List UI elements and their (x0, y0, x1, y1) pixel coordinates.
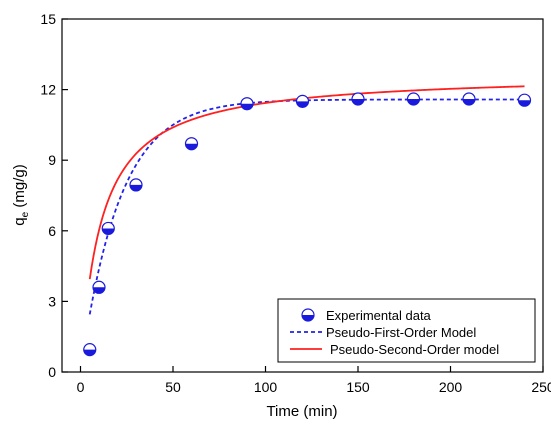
legend: Experimental data Pseudo-First-Order Mod… (277, 298, 536, 363)
y-tick-label: 15 (40, 11, 56, 27)
data-point (83, 343, 97, 357)
legend-label-pfo: Pseudo-First-Order Model (326, 325, 476, 340)
plot-frame (61, 18, 544, 373)
legend-label-pso: Pseudo-Second-Order model (330, 342, 499, 357)
y-axis-title-subscript: e (20, 211, 31, 217)
y-tick-label: 12 (40, 82, 56, 98)
legend-label-experimental: Experimental data (326, 308, 432, 323)
x-axis-title: Time (min) (266, 403, 337, 420)
y-axis-title-unit: (mg/g) (11, 164, 28, 212)
legend-marker-experimental (301, 308, 315, 322)
data-point (129, 178, 143, 192)
data-point (295, 94, 310, 108)
y-axis-ticks: 0 3 6 9 12 15 (40, 11, 68, 380)
data-point (101, 221, 115, 236)
x-tick-label: 250 (531, 379, 551, 395)
data-point (517, 93, 532, 107)
y-axis-title-main: q (11, 217, 28, 225)
legend-box (277, 298, 536, 363)
y-tick-label: 6 (48, 223, 56, 239)
y-tick-label: 0 (48, 364, 56, 380)
x-tick-label: 0 (77, 379, 85, 395)
x-tick-label: 100 (254, 379, 278, 395)
y-axis-title: qe (mg/g) (11, 164, 31, 225)
data-point (406, 92, 421, 106)
series-markers (83, 92, 532, 357)
data-point (240, 97, 254, 111)
data-point (184, 137, 199, 151)
x-axis-ticks: 0 50 100 150 200 250 (77, 366, 551, 395)
data-point (92, 280, 106, 294)
x-tick-label: 200 (439, 379, 463, 395)
data-point (462, 92, 476, 106)
y-tick-label: 3 (48, 293, 56, 309)
y-tick-label: 9 (48, 152, 56, 168)
x-tick-label: 150 (346, 379, 370, 395)
data-point (351, 92, 365, 106)
x-tick-label: 50 (165, 379, 181, 395)
